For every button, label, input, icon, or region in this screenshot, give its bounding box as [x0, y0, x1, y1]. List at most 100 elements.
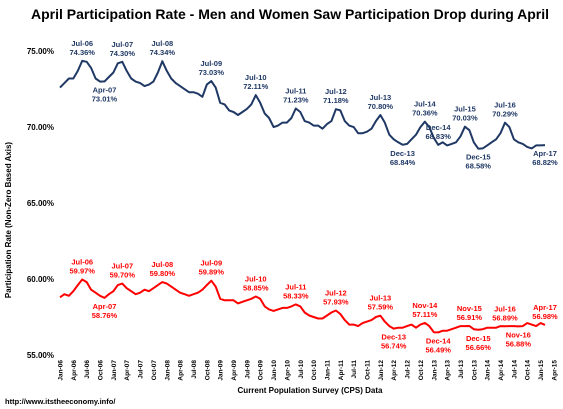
x-axis: Jan-06 Apr-06 Jul-06 Oct-06 Jan-07 Apr-07 Jul-…	[58, 360, 559, 381]
data-label-value: 70.03%	[452, 114, 478, 123]
data-label-value: 58.85%	[243, 284, 269, 293]
data-label-value: 56.91%	[457, 313, 483, 322]
data-label-date: Jul-09	[200, 59, 222, 68]
x-tick-label: Jul-10	[298, 360, 305, 379]
x-tick-label: Jul-11	[351, 360, 358, 379]
data-label-date: Dec-13	[390, 149, 415, 158]
x-tick-label: Jul-08	[191, 360, 198, 379]
x-tick-label: Oct-14	[525, 360, 532, 381]
data-label-value: 71.18%	[323, 96, 349, 105]
x-tick-label: Jul-09	[244, 360, 251, 379]
data-label-value: 68.83%	[425, 132, 451, 141]
x-tick-label: Oct-06	[98, 360, 105, 381]
x-tick-label: Oct-10	[311, 360, 318, 381]
x-tick-label: Apr-14	[498, 360, 505, 381]
source-note: http://www.itstheeconomy.info/	[5, 397, 116, 406]
data-label-date: Dec-15	[466, 153, 491, 162]
y-axis: 55.00% 60.00% 65.00% 70.00% 75.00%	[27, 47, 54, 360]
x-tick-label: Jan-09	[218, 360, 225, 381]
x-tick-label: Oct-13	[471, 360, 478, 381]
x-tick-label: Apr-09	[231, 360, 238, 381]
data-label-value: 57.11%	[412, 310, 437, 319]
y-tick-label: 55.00%	[27, 351, 54, 360]
data-label-value: 57.59%	[368, 303, 394, 312]
data-label-value: 73.01%	[92, 94, 118, 103]
y-tick-label: 65.00%	[27, 199, 54, 208]
x-tick-label: Jul-13	[458, 360, 465, 379]
data-label-date: Apr-07	[93, 302, 117, 311]
x-tick-label: Jan-14	[485, 360, 492, 381]
data-label-date: Jul-13	[370, 294, 392, 303]
data-label-value: 74.30%	[110, 49, 136, 58]
data-label-value: 59.70%	[110, 271, 136, 280]
y-tick-label: 70.00%	[27, 123, 54, 132]
data-label-date: Apr-17	[533, 149, 557, 158]
data-label-value: 56.89%	[492, 313, 518, 322]
data-label-value: 56.98%	[532, 312, 558, 321]
x-tick-label: Jul-12	[405, 360, 412, 379]
data-label-date: Apr-17	[533, 303, 557, 312]
data-label-date: Dec-15	[466, 334, 491, 343]
data-label-value: 70.80%	[368, 102, 394, 111]
data-label-value: 73.03%	[199, 68, 225, 77]
x-tick-label: Oct-07	[151, 360, 158, 381]
chart-title: April Participation Rate - Men and Women…	[31, 6, 549, 22]
data-label-value: 58.33%	[283, 291, 309, 300]
data-label-value: 56.66%	[466, 343, 492, 352]
x-tick-label: Oct-08	[204, 360, 211, 381]
data-label-value: 68.82%	[532, 158, 558, 167]
data-label-value: 72.11%	[243, 82, 268, 91]
data-label-date: Jul-09	[200, 259, 222, 268]
data-label-date: Jul-10	[245, 73, 267, 82]
data-label-date: Dec-14	[426, 336, 451, 345]
x-tick-label: Jan-13	[431, 360, 438, 381]
data-label-value: 68.58%	[466, 162, 492, 171]
data-label-date: Dec-13	[381, 333, 406, 342]
data-label-value: 74.36%	[70, 48, 96, 57]
data-label-date: Jul-08	[151, 260, 173, 269]
x-tick-label: Jul-07	[138, 360, 145, 379]
x-tick-label: Apr-10	[284, 360, 291, 381]
y-axis-title: Participation Rate (Non-Zero Based Axis)	[4, 142, 13, 299]
data-label-value: 57.93%	[323, 297, 349, 306]
data-label-value: 70.29%	[492, 110, 518, 119]
data-label-date: Jul-07	[111, 40, 133, 49]
data-label-value: 70.36%	[412, 109, 438, 118]
x-tick-label: Apr-11	[338, 360, 345, 381]
y-tick-label: 60.00%	[27, 275, 54, 284]
data-label-value: 59.89%	[199, 268, 225, 277]
x-tick-label: Apr-12	[391, 360, 398, 381]
data-label-date: Jul-06	[71, 258, 93, 267]
series-line-0	[59, 59, 546, 150]
x-tick-label: Jan-15	[538, 360, 545, 381]
x-tick-label: Jul-06	[84, 360, 91, 379]
data-label-value: 68.84%	[390, 158, 416, 167]
data-label-value: 56.74%	[381, 342, 407, 351]
data-label-date: Jul-13	[370, 93, 392, 102]
x-tick-label: Apr-07	[124, 360, 131, 381]
data-label-value: 59.97%	[70, 267, 96, 276]
data-label-value: 74.34%	[150, 48, 176, 57]
x-tick-label: Jan-06	[58, 360, 65, 381]
data-label-date: Jul-14	[414, 100, 437, 109]
x-tick-label: Jan-08	[164, 360, 171, 381]
data-label-date: Dec-14	[426, 123, 451, 132]
x-tick-label: Jan-07	[111, 360, 118, 381]
x-tick-label: Oct-09	[258, 360, 265, 381]
data-label-value: 59.80%	[150, 269, 176, 278]
x-tick-label: Apr-13	[445, 360, 452, 381]
series-line-1	[59, 278, 546, 334]
data-label-date: Jul-08	[151, 39, 173, 48]
x-tick-label: Oct-12	[418, 360, 425, 381]
data-label-date: Jul-11	[285, 282, 306, 291]
data-label-value: 58.76%	[92, 311, 118, 320]
x-tick-label: Jan-10	[271, 360, 278, 381]
data-label-date: Jul-06	[71, 39, 93, 48]
x-tick-label: Jan-11	[324, 360, 331, 381]
data-label-date: Jul-12	[325, 288, 347, 297]
x-axis-title: Current Population Survey (CPS) Data	[238, 386, 383, 395]
data-label-date: Jul-10	[245, 275, 267, 284]
data-label-date: Jul-07	[111, 262, 133, 271]
data-label-date: Nov-15	[457, 304, 482, 313]
plot-area	[59, 59, 546, 334]
